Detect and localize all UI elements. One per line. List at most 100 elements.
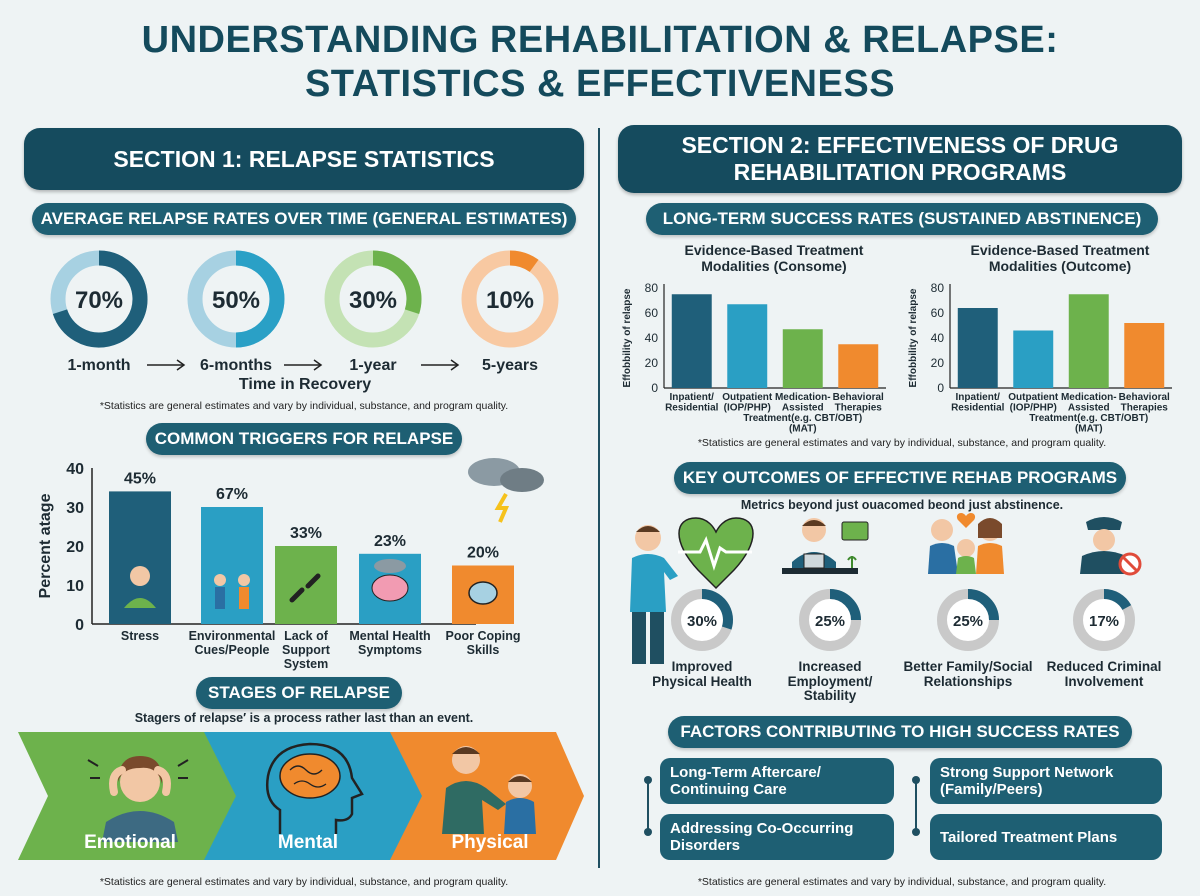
success-chart-0-ytick-60: 60 (645, 306, 659, 320)
triggers-ytick-0: 0 (75, 617, 84, 634)
success-chart-1-ytick-80: 80 (931, 281, 945, 295)
lightning-icon (494, 493, 510, 523)
success-chart-0-bar-0 (671, 294, 712, 388)
outcome-ring-value-3: 17% (1089, 613, 1119, 630)
ring-arc-6-months (235, 250, 285, 348)
ring-value-6-months: 50% (212, 287, 260, 314)
outcomes-header: KEY OUTCOMES OF EFFECTIVE REHAB PROGRAMS (674, 462, 1126, 494)
triggers-category-1-0: Environmental (189, 629, 276, 643)
success-chart-0-ytick-80: 80 (645, 281, 659, 295)
factor-co-occurring: Addressing Co-Occurring Disorders (660, 814, 894, 860)
helping-people-icon (442, 746, 536, 834)
page-title: UNDERSTANDING REHABILITATION & RELAPSE: … (0, 18, 1200, 106)
success-chart-1-y-label: Effobbility of relapse (908, 288, 919, 387)
triggers-bar-label-1: 67% (216, 486, 248, 503)
success-chart-0-ytick-20: 20 (645, 356, 659, 370)
success-chart-1-category-2-2: Treatment(e.g. CBT/OBT) (1029, 413, 1148, 424)
outcome-label-1-line-1: Employment/ (787, 673, 873, 689)
outcome-label-2-line-0: Better Family/Social (903, 659, 1033, 674)
success-chart-1-bar-2 (1068, 294, 1109, 388)
success-chart-0-category-1-1: (IOP/PHP) (724, 403, 771, 414)
outcome-label-3: Reduced Criminal Involvement (1024, 659, 1184, 689)
success-chart-1-category-2-1: Assisted (1068, 403, 1110, 414)
triggers-y-label: Percent atage (37, 493, 54, 598)
success-chart-0-category-2-2: Treatment(e.g. CBT/OBT) (743, 413, 862, 424)
outcome-label-3-line-0: Reduced Criminal (1046, 659, 1162, 674)
success-chart-1-category-0-0: Inpatient/ (956, 392, 1001, 403)
triggers-category-1-1: Cues/People (194, 643, 269, 657)
ring-period-1-month: 1-month (67, 357, 130, 374)
success-chart-0-ytick-0: 0 (651, 381, 658, 395)
ring-value-1-year: 30% (349, 287, 397, 314)
cloud-icon (374, 559, 406, 573)
triggers-category-3-0: Mental Health (349, 629, 430, 643)
success-chart-0-bar-3 (838, 344, 879, 388)
stress-person-icon (130, 566, 150, 586)
success-chart-1-category-2-3: (MAT) (1075, 424, 1103, 435)
outcome-ring-arc-3 (1103, 589, 1132, 611)
factor-support-line-1: Strong Support Network (940, 764, 1114, 781)
title-line-2: STATISTICS & EFFECTIVENESS (304, 63, 896, 105)
ring-value-5-years: 10% (486, 287, 534, 314)
success-chart-0-title-1: Modalities (Consome) (701, 258, 846, 274)
triggers-category-0-0: Stress (121, 629, 159, 643)
time-in-recovery-label: Time in Recovery (238, 376, 372, 393)
triggers-bar-1 (201, 507, 263, 624)
storm-cloud-2-icon (500, 468, 544, 492)
triggers-ytick-40: 40 (66, 461, 84, 478)
section1-header: SECTION 1: RELAPSE STATISTICS (24, 128, 584, 190)
relapse-rates-header: AVERAGE RELAPSE RATES OVER TIME (GENERAL… (32, 203, 576, 235)
triggers-ytick-20: 20 (66, 539, 84, 556)
stress-person-body-icon (124, 598, 156, 608)
factor-tailored-line-1: Tailored Treatment Plans (940, 828, 1118, 846)
factor-aftercare: Long-Term Aftercare/ Continuing Care (660, 758, 894, 804)
stressed-person-icon (87, 756, 189, 842)
triggers-category-2-0: Lack of (284, 629, 329, 643)
stages-arrows: Emotional Mental Physical (18, 732, 584, 860)
factor-support-network: Strong Support Network (Family/Peers) (930, 758, 1162, 804)
outcomes-subtitle: Metrics beyond just ouacomed beond just … (740, 498, 1064, 512)
triggers-category-3-1: Symptoms (358, 643, 422, 657)
triggers-category-2-1: Support (282, 643, 331, 657)
success-chart-1-category-1-1: (IOP/PHP) (1010, 403, 1057, 414)
triggers-category-2-2: System (284, 657, 328, 671)
outcome-label-1: Increased Employment/Stability (750, 659, 910, 704)
stages-header: STAGES OF RELAPSE (196, 677, 402, 709)
ring-arc-5-years (509, 250, 539, 273)
factor-aftercare-line-2: Continuing Care (670, 781, 787, 798)
factor-support-line-2: (Family/Peers) (940, 781, 1043, 798)
heart-health-icon (630, 517, 754, 664)
outcomes-graphics: 30% 25% 25% 17% (630, 513, 1142, 664)
success-chart-0-bar-1 (727, 304, 768, 388)
success-chart-0-bar-2 (782, 329, 823, 388)
brain-icon (371, 574, 409, 602)
stage-physical-label: Physical (451, 832, 528, 853)
outcome-ring-value-0: 30% (687, 613, 717, 630)
family-icon (928, 513, 1004, 574)
outcome-label-2: Better Family/Social Relationships (888, 659, 1048, 689)
success-chart-1-category-2-0: Medication- (1061, 392, 1117, 403)
crowd-body-icon-0 (215, 587, 225, 609)
section2-note: *Statistics are general estimates and va… (697, 876, 1107, 888)
outcome-ring-arc-2 (967, 589, 999, 621)
outcome-ring-value-1: 25% (815, 613, 845, 630)
mind-brain-icon (266, 742, 364, 834)
success-rates-note: *Statistics are general estimates and va… (697, 437, 1107, 449)
stage-mental-label: Mental (278, 832, 338, 853)
triggers-ytick-10: 10 (66, 578, 84, 595)
ring-value-1-month: 70% (75, 287, 123, 314)
factor-tailored-plans: Tailored Treatment Plans (930, 814, 1162, 860)
employment-icon (782, 518, 869, 574)
triggers-bar-label-0: 45% (124, 470, 156, 487)
ring-period-6-months: 6-months (200, 357, 272, 374)
triggers-header: COMMON TRIGGERS FOR RELAPSE (146, 423, 462, 455)
success-chart-0-title-0: Evidence-Based Treatment (685, 242, 864, 258)
outcome-ring-arc-1 (829, 589, 861, 621)
success-chart-1-bar-0 (957, 308, 998, 388)
success-chart-1-ytick-20: 20 (931, 356, 945, 370)
section-divider (598, 128, 600, 868)
success-chart-0-category-2-3: (MAT) (789, 424, 817, 435)
outcome-ring-value-2: 25% (953, 613, 983, 630)
outcome-label-3-line-1: Involvement (1064, 673, 1144, 689)
